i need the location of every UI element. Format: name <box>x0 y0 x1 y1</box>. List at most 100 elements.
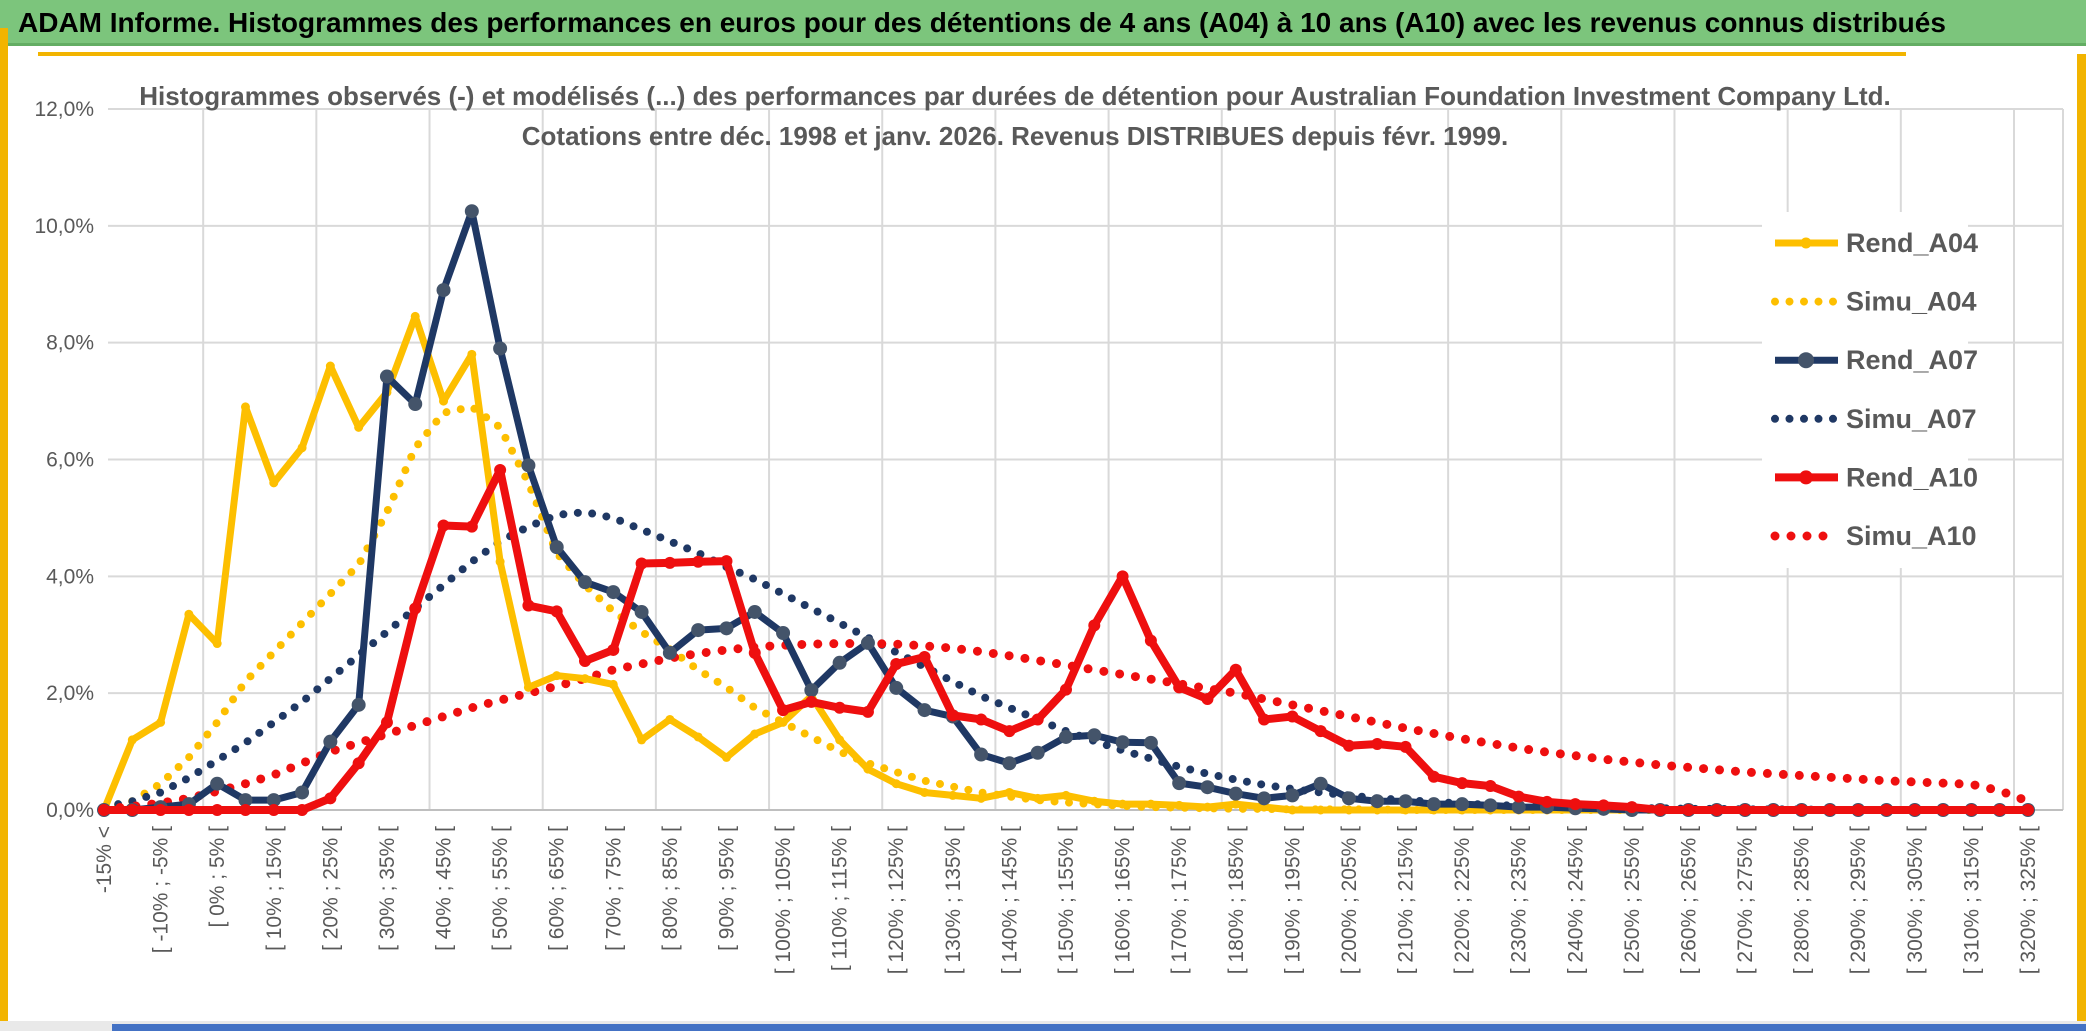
x-tick-label: [ 180% ; 185% [ <box>1225 826 1248 974</box>
x-tick-label: [ 260% ; 265% [ <box>1677 826 1700 974</box>
marker-Rend_A10 <box>1371 737 1384 750</box>
marker-Rend_A04 <box>608 679 618 689</box>
marker-Rend_A10 <box>296 804 309 816</box>
legend-item-Simu_A04: Simu_A04 <box>1771 287 1977 317</box>
marker-Rend_A07 <box>634 604 649 619</box>
marker-Rend_A04 <box>750 729 760 739</box>
marker-Rend_A04 <box>127 735 137 745</box>
marker-Rend_A07 <box>266 793 281 808</box>
marker-Rend_A10 <box>550 605 563 618</box>
marker-Rend_A04 <box>523 682 533 692</box>
x-tick-label: [ 300% ; 305% [ <box>1904 826 1927 974</box>
x-tick-label: [ 90% ; 95% [ <box>715 826 738 951</box>
x-tick-label: [ 40% ; 45% [ <box>433 826 456 951</box>
marker-Rend_A10 <box>239 804 252 816</box>
marker-Rend_A10 <box>1682 804 1695 816</box>
marker-Rend_A04 <box>467 349 477 359</box>
legend-label: Rend_A10 <box>1846 462 1978 492</box>
x-tick-label: [ 60% ; 65% [ <box>546 826 569 951</box>
marker-Rend_A07 <box>1483 798 1498 813</box>
marker-Rend_A10 <box>211 804 224 816</box>
marker-Rend_A10 <box>1088 619 1101 632</box>
marker-Rend_A04 <box>552 671 562 681</box>
bottom-blue-bar <box>112 1024 2086 1031</box>
marker-Rend_A10 <box>1003 725 1016 738</box>
marker-Rend_A04 <box>1089 796 1099 806</box>
marker-Rend_A10 <box>1739 804 1752 816</box>
x-tick-label: [ 230% ; 235% [ <box>1508 826 1531 974</box>
marker-Rend_A10 <box>494 464 507 477</box>
marker-Rend_A07 <box>776 625 791 640</box>
x-tick-label: [ 110% ; 115% [ <box>829 826 852 971</box>
marker-Rend_A10 <box>1314 725 1327 738</box>
marker-Rend_A07 <box>1455 797 1470 812</box>
x-tick-label: [ 10% ; 15% [ <box>263 826 286 951</box>
marker-Rend_A10 <box>833 701 846 714</box>
marker-Rend_A07 <box>719 621 734 636</box>
marker-Rend_A07 <box>1059 729 1073 744</box>
series-group <box>97 204 2035 817</box>
marker-Rend_A10 <box>437 519 450 532</box>
marker-Rend_A10 <box>2022 804 2034 816</box>
marker-Rend_A10 <box>890 657 903 670</box>
marker-Rend_A07 <box>521 458 536 473</box>
marker-Rend_A04 <box>778 717 788 727</box>
x-tick-label: [ 130% ; 135% [ <box>942 826 965 974</box>
marker-Rend_A04 <box>325 361 335 371</box>
legend-label: Simu_A04 <box>1846 287 1977 317</box>
marker-Rend_A07 <box>1398 794 1413 809</box>
marker-Rend_A10 <box>1597 799 1610 812</box>
marker-Rend_A04 <box>495 557 505 567</box>
marker-Rend_A07 <box>323 734 338 749</box>
marker-Rend_A10 <box>1399 740 1412 753</box>
x-tick-label: [ 120% ; 125% [ <box>885 826 908 974</box>
marker-Rend_A04 <box>1033 793 1043 803</box>
marker-Rend_A10 <box>861 705 874 718</box>
marker-Rend_A07 <box>493 341 508 356</box>
marker-Rend_A10 <box>720 555 733 568</box>
left-edge-stripe <box>0 28 8 1031</box>
marker-Rend_A04 <box>1344 805 1354 815</box>
marker-Rend_A07 <box>1115 735 1130 750</box>
x-tick-label: [ 0% ; 5% [ <box>206 826 229 928</box>
marker-Rend_A10 <box>1795 804 1808 816</box>
marker-Rend_A04 <box>184 609 194 619</box>
marker-Rend_A10 <box>975 713 988 726</box>
marker-Rend_A07 <box>210 776 225 791</box>
marker-Rend_A10 <box>98 804 110 816</box>
marker-Rend_A10 <box>1427 770 1440 783</box>
marker-Rend_A04 <box>1118 799 1128 809</box>
marker-Rend_A07 <box>804 683 819 698</box>
x-tick-label: [ 50% ; 55% [ <box>489 826 512 951</box>
marker-Rend_A10 <box>805 695 818 708</box>
marker-Rend_A04 <box>693 732 703 742</box>
marker-Rend_A07 <box>1087 728 1102 743</box>
marker-Rend_A04 <box>721 752 731 762</box>
x-tick-label: [ 20% ; 25% [ <box>319 826 342 951</box>
gold-underline <box>38 52 1906 56</box>
legend-box: Rend_A04 Simu_A04 Rend_A07 Simu_A07 Rend_A10… <box>1762 212 1978 568</box>
marker-Rend_A10 <box>1993 804 2006 816</box>
marker-Rend_A07 <box>662 645 677 660</box>
marker-Rend_A04 <box>1202 802 1212 812</box>
x-tick-label: [ 140% ; 145% [ <box>998 826 1021 974</box>
marker-Rend_A04 <box>863 764 873 774</box>
legend-item-Rend_A07: Rend_A07 <box>1775 345 1978 375</box>
marker-Rend_A07 <box>860 635 875 650</box>
y-tick-label: 4,0% <box>46 565 94 588</box>
marker-Rend_A10 <box>1880 804 1893 816</box>
marker-Rend_A07 <box>295 785 310 800</box>
series-Simu_A10 <box>99 639 2033 814</box>
x-tick-label: [ 220% ; 225% [ <box>1451 826 1474 974</box>
marker-Rend_A10 <box>1201 693 1214 706</box>
marker-Rend_A07 <box>1030 745 1045 760</box>
marker-Rend_A10 <box>1512 790 1525 803</box>
x-tick-label: [ 100% ; 105% [ <box>772 826 795 974</box>
legend-label: Rend_A07 <box>1846 345 1978 375</box>
y-tick-label: 2,0% <box>46 682 94 705</box>
marker-Rend_A07 <box>889 680 904 695</box>
marker-Rend_A10 <box>267 804 280 816</box>
marker-Rend_A07 <box>1002 756 1017 771</box>
marker-Rend_A10 <box>126 804 139 816</box>
legend-sample-marker <box>1799 470 1813 485</box>
